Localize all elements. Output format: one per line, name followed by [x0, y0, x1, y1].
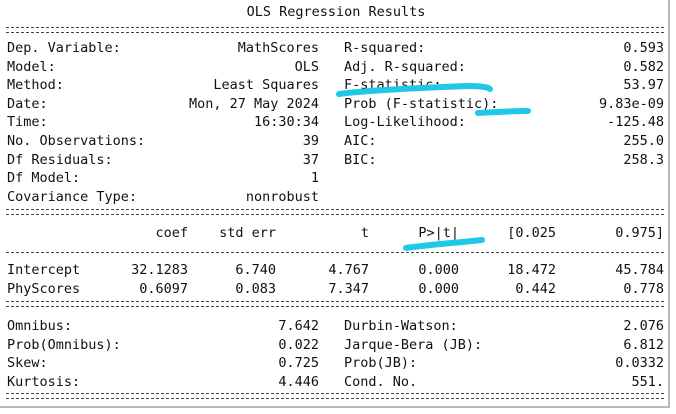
model-info-value: 16:30:34: [253, 114, 319, 131]
stat-value: 258.3: [623, 151, 664, 168]
stat-label: Adj. R-squared:: [344, 58, 466, 75]
model-info-value: nonrobust: [245, 188, 319, 205]
top-double-rule: [6, 27, 664, 33]
model-info-value: Least Squares: [213, 77, 319, 94]
bottom-double-rule: [6, 393, 664, 399]
model-info-label: No. Observations:: [7, 133, 146, 149]
stat-value: 0.593: [623, 40, 664, 56]
coef-column-header: coef: [155, 225, 188, 241]
coef-column-header: t: [360, 225, 369, 241]
coef-row-name: PhyScores: [7, 280, 81, 297]
model-info-value: 37: [302, 151, 319, 168]
diagnostic-label: Prob(JB):: [344, 355, 418, 372]
diagnostic-value: 4.446: [278, 373, 319, 390]
coef-cell: 7.347: [328, 280, 369, 297]
model-info-value: MathScores: [237, 40, 319, 56]
coef-cell: 45.784: [615, 262, 664, 278]
stat-value: 53.97: [623, 77, 664, 94]
model-info-label: Date:: [7, 95, 48, 112]
stat-label: AIC:: [344, 133, 377, 149]
coef-cell: 0.442: [515, 280, 556, 297]
diagnostic-label: Jarque-Bera (JB):: [344, 336, 483, 353]
coef-cell: 32.1283: [131, 262, 188, 278]
stat-label: F-statistic:: [344, 77, 442, 94]
coef-cell: 0.778: [623, 280, 664, 297]
model-info-label: Time:: [7, 114, 48, 131]
coef-column-header: [0.025: [507, 225, 556, 241]
diagnostic-value: 6.812: [623, 336, 664, 353]
model-info-value: Mon, 27 May 2024: [188, 95, 319, 112]
output-frame: [0, 0, 670, 408]
diagnostic-value: 0.022: [278, 336, 319, 353]
model-info-label: Method:: [7, 77, 64, 94]
stat-label: R-squared:: [344, 40, 426, 56]
mid-double-rule: [6, 209, 664, 215]
stat-label: Prob (F-statistic):: [344, 95, 499, 112]
model-info-label: Df Residuals:: [7, 151, 113, 168]
header-rule: [6, 252, 664, 253]
lower-double-rule: [6, 301, 664, 307]
model-info-label: Model:: [7, 58, 56, 75]
coef-column-header: 0.975]: [615, 225, 664, 241]
diagnostic-label: Kurtosis:: [7, 373, 81, 390]
coef-cell: 0.083: [235, 280, 276, 297]
stat-label: BIC:: [344, 151, 377, 168]
diagnostic-label: Skew:: [7, 355, 48, 372]
coef-cell: 18.472: [507, 262, 556, 278]
diagnostic-label: Prob(Omnibus):: [7, 336, 121, 353]
diagnostic-value: 551.: [631, 373, 664, 390]
diagnostic-value: 0.0332: [615, 355, 664, 372]
model-info-label: Covariance Type:: [7, 188, 138, 205]
coef-row-name: Intercept: [7, 262, 81, 278]
model-info-label: Df Model:: [7, 170, 81, 187]
diagnostic-label: Cond. No.: [344, 373, 418, 390]
stat-value: 0.582: [623, 58, 664, 75]
stat-value: -125.48: [607, 114, 664, 131]
stat-value: 9.83e-09: [598, 95, 664, 112]
coef-column-header: std err: [219, 225, 276, 241]
coef-cell: 0.000: [418, 262, 459, 278]
diagnostic-label: Durbin-Watson:: [344, 318, 458, 334]
coef-cell: 6.740: [235, 262, 276, 278]
model-info-value: 1: [310, 170, 319, 187]
model-info-value: OLS: [294, 58, 319, 75]
model-info-value: 39: [302, 133, 319, 149]
stat-value: 255.0: [623, 133, 664, 149]
diagnostic-value: 0.725: [278, 355, 319, 372]
page-title: OLS Regression Results: [246, 4, 426, 20]
coef-cell: 0.6097: [139, 280, 188, 297]
coef-cell: 4.767: [328, 262, 369, 278]
diagnostic-label: Omnibus:: [7, 318, 73, 334]
model-info-label: Dep. Variable:: [7, 40, 121, 56]
coef-cell: 0.000: [418, 280, 459, 297]
stat-label: Log-Likelihood:: [344, 114, 466, 131]
coef-column-header: P>|t|: [418, 225, 459, 241]
diagnostic-value: 7.642: [278, 318, 319, 334]
diagnostic-value: 2.076: [623, 318, 664, 334]
